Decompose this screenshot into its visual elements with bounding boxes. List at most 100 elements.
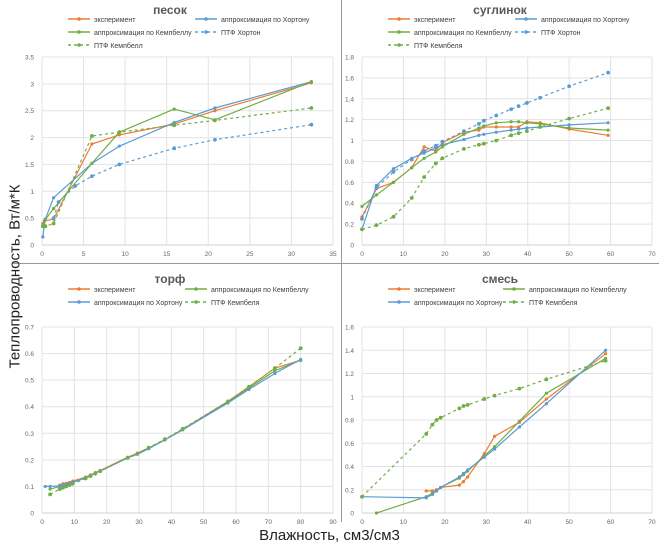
y-tick-label: 1.8 xyxy=(345,55,354,62)
legend-swatch-marker xyxy=(204,30,208,34)
x-tick-label: 40 xyxy=(524,519,532,526)
data-point xyxy=(606,121,610,125)
y-tick-label: 0.7 xyxy=(25,325,34,332)
data-point xyxy=(538,95,543,100)
data-point xyxy=(172,123,177,128)
legend-swatch-marker xyxy=(77,43,81,47)
data-point xyxy=(43,484,47,489)
legend-item: аппроксимация по Хортону xyxy=(68,300,183,307)
data-point xyxy=(172,120,176,125)
x-tick-label: 60 xyxy=(607,251,615,258)
legend-item: ПТФ Кемпбелл xyxy=(68,42,143,50)
data-point xyxy=(440,139,445,144)
y-tick-label: 0.8 xyxy=(345,159,354,166)
data-point xyxy=(430,422,435,427)
x-tick-label: 70 xyxy=(648,251,656,258)
data-point xyxy=(476,142,481,147)
legend-swatch-marker xyxy=(512,287,516,291)
legend-swatch-marker xyxy=(397,287,401,291)
data-point xyxy=(516,131,521,136)
legend-label: эксперимент xyxy=(414,17,456,24)
data-point xyxy=(525,121,529,125)
data-point xyxy=(477,133,481,137)
y-tick-label: 1.2 xyxy=(345,371,354,378)
legend-item: аппроксимация по Кемпбеллу xyxy=(68,29,192,37)
y-tick-label: 1 xyxy=(350,394,354,401)
legend-label: аппроксимация по Хортону xyxy=(414,300,503,307)
x-tick-label: 50 xyxy=(566,519,574,526)
series-ptf_campbell xyxy=(360,358,608,499)
x-tick-label: 60 xyxy=(232,519,240,526)
x-tick-label: 15 xyxy=(163,251,171,258)
data-point xyxy=(465,402,470,407)
data-point xyxy=(482,397,487,401)
y-tick-label: 0 xyxy=(30,243,34,250)
series-ptf_campbell xyxy=(40,106,314,229)
data-point xyxy=(43,224,48,229)
data-point xyxy=(494,138,499,143)
series-line xyxy=(49,347,302,495)
y-tick-label: 1.6 xyxy=(345,325,354,332)
data-point xyxy=(603,358,608,363)
legend-label: ПТФ Кемпбеля xyxy=(414,42,463,50)
legend-item: аппроксимация по Хортону xyxy=(515,17,630,24)
data-point xyxy=(538,125,543,129)
data-point xyxy=(48,492,52,497)
data-point xyxy=(567,123,571,127)
legend-swatch-marker xyxy=(524,30,528,34)
data-point xyxy=(172,107,176,111)
data-point xyxy=(213,106,217,110)
legend-swatch-marker xyxy=(194,287,198,291)
data-point xyxy=(544,402,548,406)
legend-label: ПТФ Кемпбелл xyxy=(94,42,143,50)
data-point xyxy=(424,496,428,500)
data-point xyxy=(517,386,522,391)
chart-title: торф xyxy=(155,272,186,286)
data-point xyxy=(492,393,497,398)
data-point xyxy=(273,369,277,373)
data-point xyxy=(51,216,56,221)
series-line xyxy=(59,359,301,486)
y-tick-label: 1 xyxy=(350,138,354,145)
data-point xyxy=(494,130,498,134)
y-tick-label: 1.5 xyxy=(25,162,34,169)
data-point xyxy=(466,468,470,472)
series-approx_campbell xyxy=(48,358,303,491)
data-point xyxy=(457,406,462,411)
data-point xyxy=(434,489,439,493)
data-point xyxy=(422,149,427,153)
x-tick-label: 20 xyxy=(205,251,213,258)
chart-panel-3: смесь эксперимент аппроксимация по Кемпбел… xyxy=(345,272,656,526)
series-approx_horton xyxy=(41,80,313,239)
data-point xyxy=(48,484,52,489)
y-tick-label: 2 xyxy=(30,135,34,142)
data-point xyxy=(360,494,364,499)
y-tick-label: 3.5 xyxy=(25,55,34,62)
data-point xyxy=(360,204,364,208)
series-line xyxy=(361,122,609,230)
x-tick-label: 20 xyxy=(103,519,111,526)
legend-swatch-marker xyxy=(397,43,401,47)
data-point xyxy=(374,223,379,228)
series-approx_horton xyxy=(360,348,608,500)
data-point xyxy=(272,366,277,371)
data-point xyxy=(309,106,314,110)
legend-label: ПТФ Кемпбеля xyxy=(211,299,260,307)
legend-label: эксперимент xyxy=(94,287,136,294)
x-tick-label: 10 xyxy=(400,519,408,526)
legend-item: аппроксимация по Кемпбеллу xyxy=(185,286,309,294)
data-point xyxy=(247,384,251,389)
data-point xyxy=(64,484,69,489)
x-tick-label: 60 xyxy=(607,519,615,526)
y-tick-label: 0.2 xyxy=(345,487,354,494)
data-point xyxy=(517,419,522,423)
chart-title: суглинок xyxy=(473,3,528,17)
x-tick-label: 30 xyxy=(483,519,491,526)
chart-panel-2: торф эксперимент аппроксимация по Кемпбелл… xyxy=(25,272,337,526)
panel-divider-horizontal xyxy=(12,263,659,264)
legend-label: эксперимент xyxy=(414,287,456,294)
data-point xyxy=(481,141,486,146)
y-tick-label: 1.4 xyxy=(345,348,354,355)
data-point xyxy=(606,106,610,111)
data-point xyxy=(391,180,396,184)
